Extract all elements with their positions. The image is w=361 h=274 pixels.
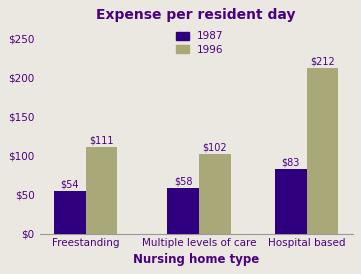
Text: $54: $54 [60, 180, 79, 190]
Text: $58: $58 [174, 177, 192, 187]
Bar [54, 191, 86, 234]
X-axis label: Nursing home type: Nursing home type [133, 253, 259, 266]
Bar [167, 188, 199, 234]
Text: $83: $83 [282, 157, 300, 167]
Bar [275, 169, 307, 234]
Legend: 1987, 1996: 1987, 1996 [176, 32, 223, 55]
Bar [199, 154, 231, 234]
Bar [86, 147, 117, 234]
Title: Expense per resident day: Expense per resident day [96, 8, 296, 22]
Bar [307, 68, 338, 234]
Text: $212: $212 [310, 56, 335, 66]
Text: $102: $102 [203, 142, 227, 152]
Text: $111: $111 [89, 135, 114, 145]
